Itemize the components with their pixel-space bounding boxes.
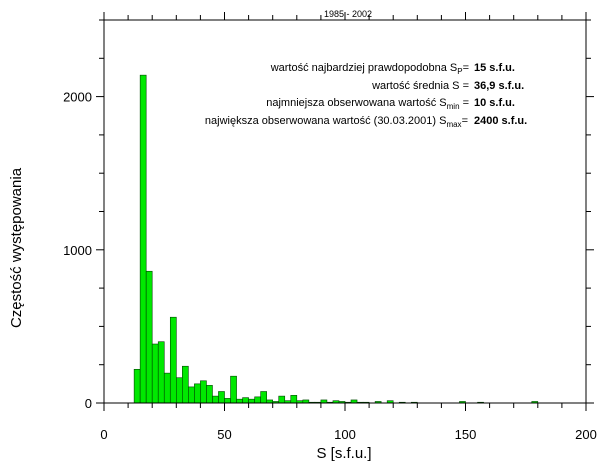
histogram-bar	[151, 343, 159, 404]
x-tick-label: 0	[100, 427, 107, 442]
annotation-value: 2400 s.f.u.	[474, 115, 527, 127]
histogram-bar	[188, 386, 195, 404]
annotation-label: wartość najbardziej prawdopodobna SP=	[270, 62, 469, 76]
histogram-bar	[230, 375, 237, 404]
histogram-bar	[290, 395, 298, 404]
annotation-label: największa obserwowana wartość (30.03.20…	[205, 115, 468, 129]
histogram-bar	[248, 398, 255, 404]
histogram-bar	[145, 270, 153, 404]
histogram-bar	[212, 395, 219, 404]
x-tick-label: 50	[217, 427, 231, 442]
histogram-bar	[206, 385, 213, 404]
annotation-label: najmniejsza obserwowana wartość Smin =	[266, 97, 469, 111]
bar-group	[133, 74, 539, 404]
x-axis-label: S [s.f.u.]	[316, 445, 371, 462]
histogram-bar	[224, 398, 231, 404]
histogram-bar	[194, 383, 201, 404]
x-tick-label: 100	[334, 427, 356, 442]
histogram-bar	[163, 372, 171, 404]
histogram-bar	[278, 395, 286, 404]
x-tick-label: 200	[575, 427, 597, 442]
histogram-bar	[242, 397, 249, 404]
histogram-bar	[182, 365, 189, 404]
histogram-bar	[200, 380, 207, 404]
histogram-bar	[236, 398, 243, 404]
y-tick-label: 1000	[63, 243, 92, 258]
annotation-value: 15 s.f.u.	[474, 62, 515, 74]
histogram-bar	[157, 341, 165, 404]
y-axis-label: Częstość występowania	[8, 167, 25, 328]
statistics-annotations: wartość najbardziej prawdopodobna SP= 15 …	[205, 62, 527, 129]
annotation-value: 36,9 s.f.u.	[474, 80, 524, 92]
histogram-bar	[218, 391, 225, 404]
histogram-bar	[260, 391, 267, 404]
histogram-bar	[176, 377, 183, 404]
annotation-value: 10 s.f.u.	[474, 97, 515, 109]
y-tick-label: 2000	[63, 90, 92, 105]
histogram-bar	[169, 316, 177, 404]
y-tick-label: 0	[85, 396, 92, 411]
histogram-bar	[139, 74, 147, 404]
histogram-bar	[254, 396, 261, 404]
chart-title: 1985 - 2002	[324, 9, 372, 19]
x-tick-label: 150	[455, 427, 477, 442]
annotation-label: wartość średnia S =	[371, 80, 469, 92]
histogram-bar	[133, 368, 141, 404]
